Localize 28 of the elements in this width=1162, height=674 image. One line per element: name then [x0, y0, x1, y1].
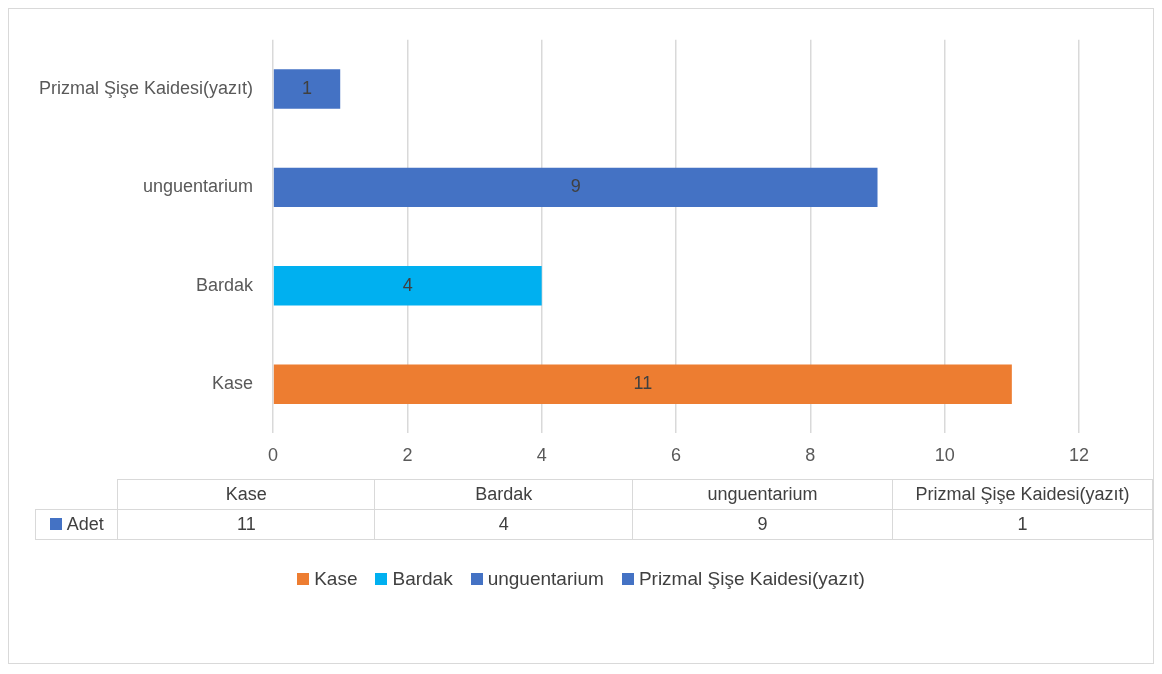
category-label: Prizmal Şişe Kaidesi(yazıt)	[638, 568, 865, 589]
x-tick-label: 2	[402, 445, 413, 466]
x-tick-label: 12	[1068, 445, 1090, 466]
text: 11	[117, 509, 375, 540]
y-tick-label: unguentarium	[142, 176, 254, 197]
x-tick-label: 10	[934, 445, 955, 466]
x-tick-label: 0	[268, 445, 279, 466]
category-label: unguentarium	[487, 568, 604, 589]
category-label: Kase	[314, 568, 358, 589]
text: 9	[632, 509, 893, 540]
data-label: 9	[570, 176, 581, 197]
category-label: Prizmal Şişe Kaidesi(yazıt)	[915, 484, 1130, 504]
data-label: 11	[633, 373, 653, 394]
y-tick-label: Prizmal Şişe Kaidesi(yazıt)	[39, 77, 254, 98]
x-tick-label: 4	[536, 445, 547, 466]
x-tick-label: 8	[805, 445, 816, 466]
x-tick-label: 6	[671, 445, 682, 466]
text: 4	[374, 509, 633, 540]
category-label: Bardak	[475, 484, 533, 504]
text: 1	[892, 509, 1153, 540]
legend-label: Adet	[35, 509, 118, 540]
y-tick-label: Kase	[212, 373, 254, 394]
category-label: Kase	[225, 484, 267, 504]
y-tick-label: Bardak	[196, 274, 255, 295]
category-label: Bardak	[392, 568, 453, 589]
data-label: 4	[402, 274, 413, 295]
category-label: unguentarium	[707, 484, 818, 504]
data-label: 1	[302, 77, 313, 98]
